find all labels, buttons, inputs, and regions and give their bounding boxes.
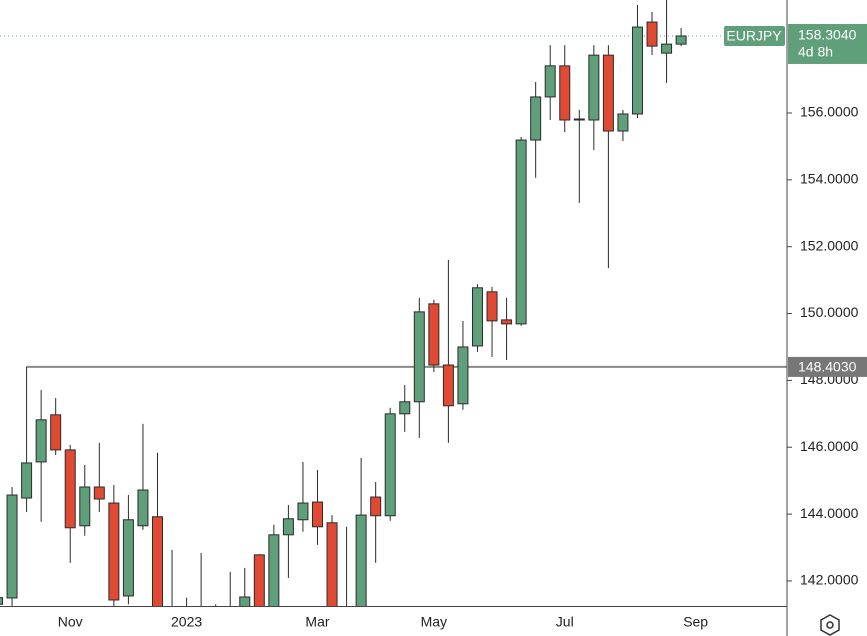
y-tick-label: 152.0000 xyxy=(800,237,859,253)
symbol-tag-bg xyxy=(724,25,785,46)
candle-body xyxy=(35,419,47,463)
candle-body xyxy=(413,311,425,403)
candle-body xyxy=(239,596,251,606)
candle-body xyxy=(486,291,498,322)
y-tick-label: 150.0000 xyxy=(800,304,859,320)
candle-body xyxy=(573,118,585,121)
plot-area xyxy=(0,0,787,606)
x-tick-label: 2023 xyxy=(171,614,202,630)
candle-body xyxy=(253,554,265,606)
hline-label-bg xyxy=(788,356,867,377)
candle-body xyxy=(442,364,454,407)
candle-body xyxy=(64,449,76,529)
candle-body xyxy=(268,534,280,606)
candle-body xyxy=(21,462,33,499)
candle-body xyxy=(646,21,658,47)
candle-body xyxy=(137,489,149,527)
y-tick-label: 146.0000 xyxy=(800,438,859,454)
candle-body xyxy=(370,496,382,517)
candle-body xyxy=(471,287,483,347)
x-tick-label: Sep xyxy=(683,614,708,630)
candle-body xyxy=(50,414,62,451)
candle-body xyxy=(559,65,571,121)
candle-body xyxy=(6,494,18,599)
settings-icon[interactable] xyxy=(820,614,840,636)
symbol-tag: EURJPY xyxy=(726,28,782,44)
candle-body xyxy=(457,346,469,405)
candle-body xyxy=(93,486,105,500)
candle-body xyxy=(355,514,367,606)
candle-body xyxy=(617,113,629,132)
settings-hex[interactable] xyxy=(820,614,840,636)
candle-body xyxy=(311,501,323,528)
settings-dot[interactable] xyxy=(826,621,834,629)
candle-body xyxy=(151,516,163,606)
x-tick-label: Jul xyxy=(556,614,574,630)
x-tick-label: Mar xyxy=(305,614,329,630)
candle-body xyxy=(530,96,542,141)
candle-body xyxy=(297,502,309,521)
candle-body xyxy=(515,139,527,325)
candle-body xyxy=(282,518,294,536)
candle-body xyxy=(384,413,396,517)
countdown-label: 4d 8h xyxy=(798,44,833,60)
candle-body xyxy=(675,35,687,45)
candle-body xyxy=(544,65,556,98)
candle-body xyxy=(602,54,614,132)
candle-body xyxy=(588,54,600,121)
y-tick-label: 142.0000 xyxy=(800,572,859,588)
last-price-bg xyxy=(788,23,867,64)
candle-body xyxy=(399,401,411,415)
y-tick-label: 156.0000 xyxy=(800,104,859,120)
y-tick-label: 144.0000 xyxy=(800,505,859,521)
candle-body xyxy=(108,502,120,601)
hline-label: 148.4030 xyxy=(798,359,857,375)
candle-body xyxy=(661,43,673,54)
candle-body xyxy=(428,303,440,366)
x-tick-label: May xyxy=(421,614,447,630)
candle-body xyxy=(79,486,91,527)
candle-body xyxy=(501,319,513,325)
candle-body xyxy=(631,26,643,115)
x-tick-label: Nov xyxy=(58,614,83,630)
y-tick-label: 154.0000 xyxy=(800,171,859,187)
candle-body xyxy=(0,597,3,605)
candle-body xyxy=(122,519,134,597)
last-price-label: 158.3040 xyxy=(798,27,857,43)
candle-body xyxy=(326,522,338,606)
